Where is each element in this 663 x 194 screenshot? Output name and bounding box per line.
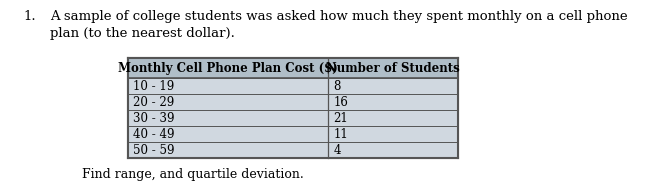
Text: 1.: 1. (23, 10, 36, 23)
Text: 4: 4 (333, 144, 341, 157)
Text: 21: 21 (333, 112, 348, 125)
Text: Number of Students: Number of Students (326, 61, 460, 74)
Text: 10 - 19: 10 - 19 (133, 80, 174, 93)
Text: 16: 16 (333, 95, 348, 108)
Text: 50 - 59: 50 - 59 (133, 144, 175, 157)
Text: 8: 8 (333, 80, 341, 93)
Text: 20 - 29: 20 - 29 (133, 95, 174, 108)
Text: A sample of college students was asked how much they spent monthly on a cell pho: A sample of college students was asked h… (50, 10, 627, 40)
Text: 30 - 39: 30 - 39 (133, 112, 175, 125)
Text: 11: 11 (333, 127, 348, 140)
Text: 40 - 49: 40 - 49 (133, 127, 175, 140)
Text: Monthly Cell Phone Plan Cost ($): Monthly Cell Phone Plan Cost ($) (118, 61, 338, 74)
Text: Find range, and quartile deviation.: Find range, and quartile deviation. (82, 168, 304, 181)
